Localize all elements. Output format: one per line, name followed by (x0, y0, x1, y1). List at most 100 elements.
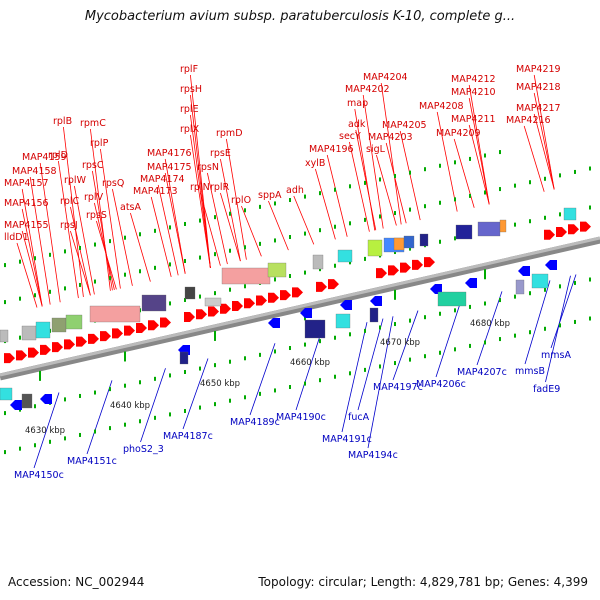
feature-box (369, 307, 379, 323)
leader-line (74, 185, 95, 295)
track-dot (184, 258, 186, 263)
leader-line (190, 114, 211, 269)
forward-gene-arrow (232, 301, 243, 312)
forward-gene-label: atsA (120, 202, 141, 213)
tick-label: 4680 kbp (470, 319, 510, 329)
track-dot (304, 270, 306, 275)
track-dot (574, 319, 576, 324)
track-dot (319, 378, 321, 383)
leader-line (190, 94, 211, 269)
track-dot (589, 166, 591, 171)
leader-line (468, 84, 490, 205)
forward-gene-label: MAP4205 (382, 120, 427, 131)
reverse-gene-label: MAP4191c (322, 434, 372, 445)
forward-gene-arrow (64, 339, 75, 350)
feature-box (35, 321, 51, 339)
leader-line (164, 158, 186, 274)
leader-line (70, 206, 91, 296)
track-dot (244, 356, 246, 361)
track-dot (439, 350, 441, 355)
track-dot (229, 287, 231, 292)
track-dot (49, 252, 51, 257)
track-dot (64, 249, 66, 254)
forward-gene-label: lldD1 (4, 232, 29, 243)
leader-line (385, 142, 407, 224)
forward-gene-label: rplV (84, 192, 104, 203)
forward-gene-label: MAP4156 (4, 198, 49, 209)
track-dot (139, 269, 141, 274)
track-dot (229, 248, 231, 253)
track-dot (349, 371, 351, 376)
forward-gene-label: MAP4174 (140, 174, 185, 185)
leader-line (164, 172, 186, 274)
forward-gene-label: rpsE (210, 148, 231, 159)
forward-gene-label: rplO (231, 195, 251, 206)
track-dot (334, 263, 336, 268)
reverse-gene-arrow (370, 296, 382, 306)
leader-line (376, 154, 397, 226)
forward-gene-arrow (160, 317, 171, 328)
leader-line (399, 130, 421, 221)
forward-gene-arrow (124, 325, 135, 336)
feature-box (335, 313, 351, 329)
feature-box (221, 267, 271, 285)
track-dot (409, 357, 411, 362)
forward-gene-label: MAP4202 (345, 84, 390, 95)
forward-gene-arrow (244, 298, 255, 309)
track-dot (454, 347, 456, 352)
reverse-leader-lines (33, 274, 577, 469)
reverse-gene-label: MAP4151c (67, 456, 117, 467)
forward-gene-label: MAP4173 (133, 186, 178, 197)
track-dot (94, 390, 96, 395)
track-dot (484, 340, 486, 345)
feature-box (179, 351, 189, 365)
track-dot (64, 286, 66, 291)
gene-features (0, 207, 591, 410)
track-dot (94, 429, 96, 434)
forward-gene-label: MAP4208 (419, 101, 464, 112)
track-dot (124, 422, 126, 427)
track-dot (589, 205, 591, 210)
track-dot (184, 297, 186, 302)
reverse-gene-arrow (518, 266, 530, 276)
track-dot (349, 184, 351, 189)
reverse-gene-label: fadE9 (533, 384, 560, 395)
track-dot (259, 241, 261, 246)
track-dot (259, 204, 261, 209)
forward-gene-label: MAP4159 (22, 152, 67, 163)
track-dot (229, 398, 231, 403)
track-dot (109, 276, 111, 281)
forward-gene-label: rplD (48, 150, 68, 161)
leader-line (16, 242, 38, 308)
leader-line (21, 188, 43, 307)
forward-gene-label: adk (348, 119, 366, 130)
feature-box (515, 279, 525, 295)
tick-label: 4630 kbp (25, 426, 65, 436)
track-dot (499, 298, 501, 303)
track-dot (4, 263, 6, 268)
leader-line (94, 202, 115, 290)
forward-gene-label: rpsC (82, 160, 104, 171)
track-dot (424, 315, 426, 320)
leader-line (86, 380, 113, 455)
forward-gene-arrow (28, 347, 39, 358)
forward-gene-arrow (376, 268, 387, 279)
track-dot (64, 397, 66, 402)
forward-gene-arrow (40, 344, 51, 355)
leader-line (190, 134, 211, 269)
track-dot (184, 221, 186, 226)
feature-box (477, 221, 501, 237)
track-dot (559, 284, 561, 289)
forward-gene-arrow (292, 287, 303, 298)
track-dot (199, 294, 201, 299)
leader-line (58, 160, 79, 299)
feature-box (419, 233, 429, 247)
forward-gene-arrow (544, 229, 555, 240)
leader-line (326, 154, 348, 237)
leader-line (226, 138, 247, 260)
leader-line (349, 141, 370, 232)
leader-line (341, 322, 368, 433)
track-dot (559, 212, 561, 217)
track-dot (79, 393, 81, 398)
track-dot (49, 439, 51, 444)
